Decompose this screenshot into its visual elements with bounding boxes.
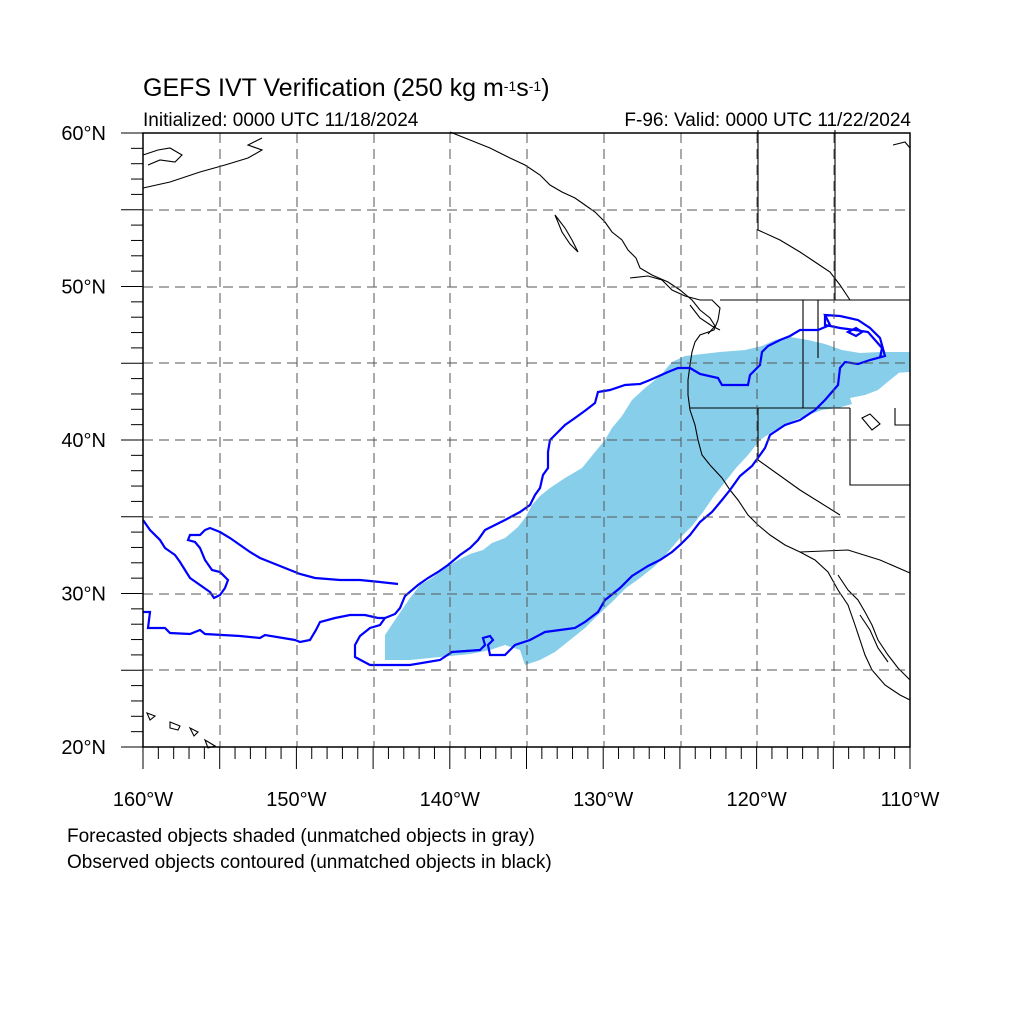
longitude-tick-label: 130°W (573, 789, 633, 811)
footer-forecast-note: Forecasted objects shaded (unmatched obj… (67, 826, 535, 847)
longitude-tick-label: 160°W (113, 789, 173, 811)
longitude-tick-label: 120°W (726, 789, 786, 811)
latitude-tick-label: 30°N (61, 584, 106, 606)
longitude-tick-label: 110°W (881, 789, 940, 811)
latitude-labels: 60°N 50°N 40°N 30°N 20°N (61, 123, 106, 759)
latitude-tick-label: 40°N (61, 430, 106, 452)
longitude-tick-label: 140°W (420, 789, 480, 811)
longitude-tick-label: 150°W (266, 789, 326, 811)
valid-time: F-96: Valid: 0000 UTC 11/22/2024 (624, 110, 911, 131)
initialized-time: Initialized: 0000 UTC 11/18/2024 (143, 110, 419, 131)
latitude-tick-label: 50°N (61, 277, 106, 299)
graticule (143, 133, 910, 747)
forecast-object (385, 337, 910, 665)
tick-marks (121, 132, 911, 769)
latitude-tick-label: 60°N (61, 123, 106, 145)
longitude-labels: 160°W 150°W 140°W 130°W 120°W 110°W (113, 789, 940, 811)
observed-objects (142, 313, 887, 667)
footer-observed-note: Observed objects contoured (unmatched ob… (67, 852, 552, 873)
latitude-tick-label: 20°N (61, 737, 106, 759)
map-title: GEFS IVT Verification (250 kg m-1s-1) (143, 74, 550, 102)
forecast-object-east (840, 354, 910, 380)
